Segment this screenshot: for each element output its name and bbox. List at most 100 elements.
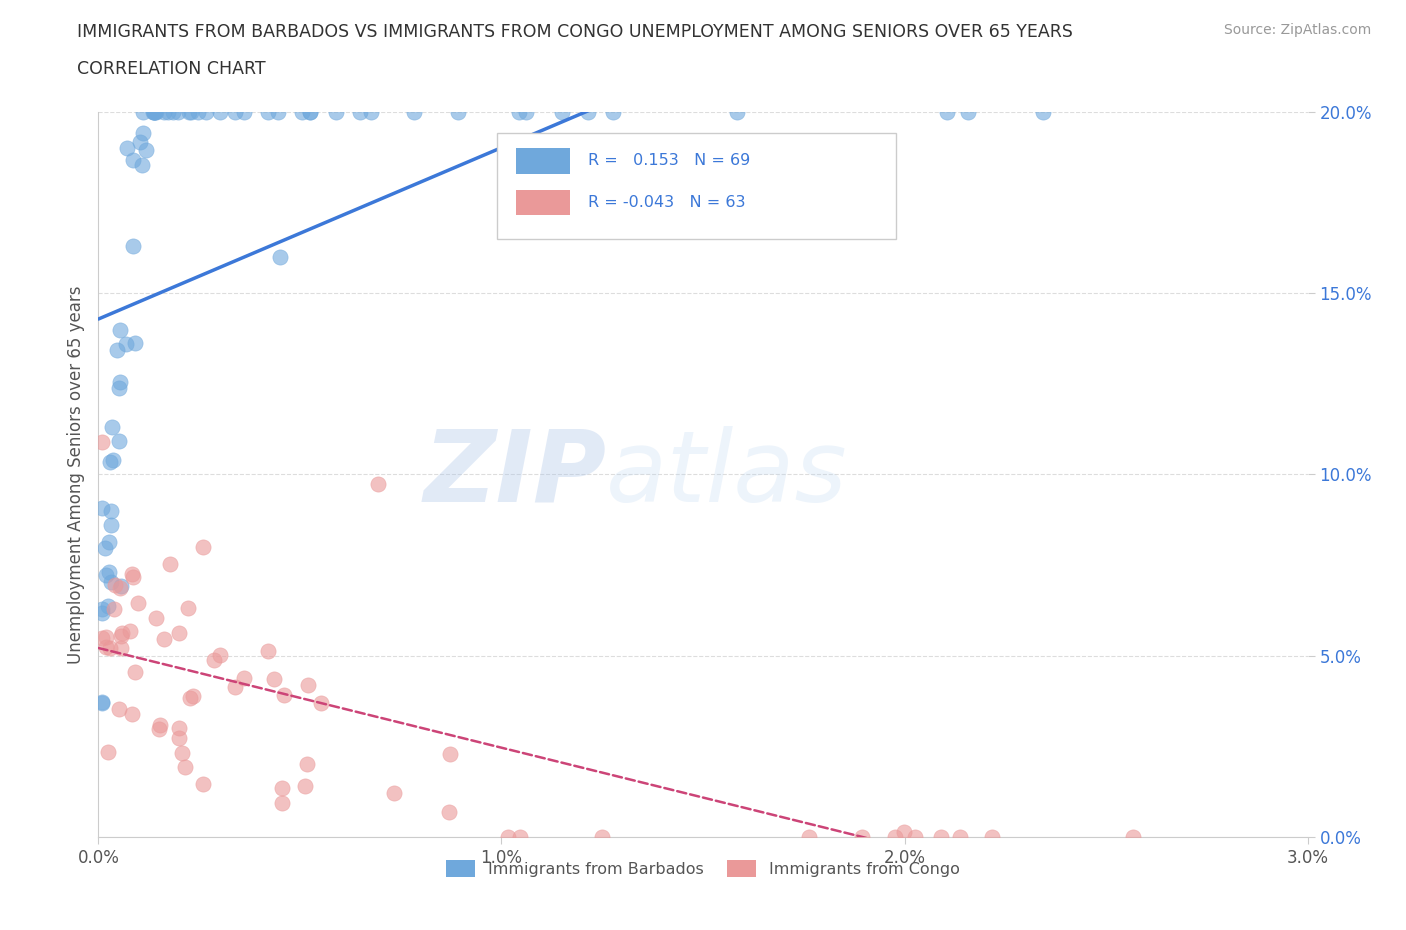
Point	[224, 679, 246, 694]
Point	[103, 602, 125, 617]
Point	[270, 795, 292, 810]
Point	[509, 830, 531, 844]
Text: Source: ZipAtlas.com: Source: ZipAtlas.com	[1223, 23, 1371, 37]
Point	[91, 605, 114, 620]
Text: atlas: atlas	[606, 426, 848, 523]
Point	[104, 578, 127, 592]
Point	[145, 611, 167, 626]
Point	[93, 540, 115, 555]
Point	[94, 639, 117, 654]
Point	[202, 652, 225, 667]
Point	[884, 830, 907, 844]
Point	[181, 689, 204, 704]
Point	[325, 104, 347, 119]
Point	[121, 707, 143, 722]
Point	[91, 434, 114, 449]
Point	[299, 104, 322, 119]
Point	[91, 501, 114, 516]
Point	[128, 135, 150, 150]
Point	[143, 104, 166, 119]
Point	[508, 104, 530, 119]
Point	[893, 825, 915, 840]
Point	[132, 126, 155, 140]
Point	[981, 830, 1004, 844]
Point	[115, 140, 138, 155]
Point	[110, 580, 132, 595]
Point	[110, 323, 132, 338]
Point	[224, 104, 246, 119]
Point	[91, 695, 114, 710]
Point	[297, 677, 319, 692]
Legend: Immigrants from Barbados, Immigrants from Congo: Immigrants from Barbados, Immigrants fro…	[440, 854, 966, 883]
Point	[949, 830, 972, 844]
Point	[124, 336, 146, 351]
Point	[110, 374, 132, 389]
Point	[496, 830, 519, 844]
Point	[256, 644, 278, 659]
Point	[142, 104, 165, 119]
Point	[177, 104, 200, 119]
Point	[121, 153, 143, 167]
Text: CORRELATION CHART: CORRELATION CHART	[77, 60, 266, 78]
Point	[108, 380, 131, 395]
Point	[152, 631, 174, 646]
Y-axis label: Unemployment Among Seniors over 65 years: Unemployment Among Seniors over 65 years	[66, 286, 84, 663]
Point	[110, 641, 132, 656]
Point	[122, 569, 145, 584]
Point	[149, 717, 172, 732]
Point	[797, 830, 820, 844]
Point	[193, 539, 215, 554]
Point	[576, 104, 599, 119]
Point	[111, 625, 134, 640]
Point	[101, 453, 124, 468]
Point	[167, 626, 190, 641]
Point	[267, 104, 290, 119]
Point	[143, 104, 166, 119]
Point	[270, 780, 292, 795]
Point	[122, 239, 145, 254]
Point	[170, 745, 193, 760]
Point	[145, 104, 167, 119]
Point	[131, 157, 153, 172]
Point	[232, 671, 254, 685]
Point	[157, 104, 180, 119]
Point	[101, 419, 124, 434]
Point	[96, 630, 118, 644]
Point	[97, 565, 120, 579]
Point	[159, 557, 181, 572]
Point	[162, 104, 184, 119]
Point	[169, 731, 191, 746]
Point	[191, 777, 214, 791]
Text: ZIP: ZIP	[423, 426, 606, 523]
Point	[360, 104, 382, 119]
Point	[935, 104, 957, 119]
Text: R = -0.043   N = 63: R = -0.043 N = 63	[588, 194, 745, 210]
Point	[349, 104, 371, 119]
Point	[121, 566, 143, 581]
Point	[298, 104, 321, 119]
Point	[118, 624, 141, 639]
Text: R =   0.153   N = 69: R = 0.153 N = 69	[588, 153, 751, 168]
Point	[91, 602, 114, 617]
Point	[232, 104, 254, 119]
Point	[725, 104, 748, 119]
Bar	[516, 190, 569, 215]
Point	[1122, 830, 1144, 844]
Point	[91, 696, 114, 711]
Point	[142, 104, 165, 119]
Point	[273, 688, 295, 703]
Point	[100, 575, 122, 590]
Point	[167, 104, 190, 119]
Point	[91, 631, 114, 645]
Point	[174, 760, 197, 775]
Point	[904, 830, 927, 844]
Point	[132, 104, 155, 119]
Point	[851, 830, 873, 844]
Point	[98, 454, 121, 469]
Bar	[516, 148, 569, 174]
Point	[100, 503, 122, 518]
Point	[208, 104, 231, 119]
Point	[110, 629, 132, 644]
Point	[551, 104, 574, 119]
Point	[931, 830, 953, 844]
